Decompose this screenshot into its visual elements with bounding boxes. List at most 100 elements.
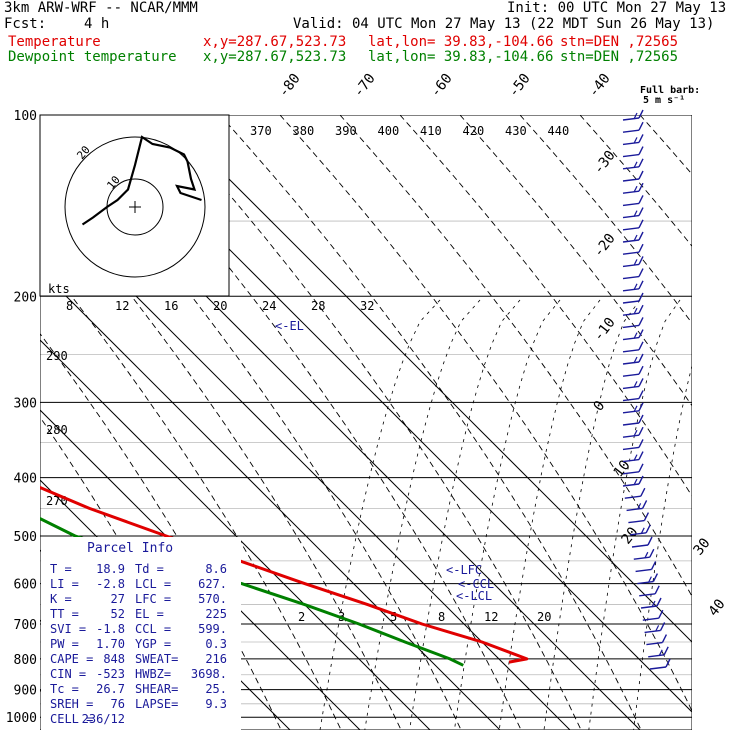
temperature-station: stn=DEN ,72565 (560, 34, 679, 50)
parcel-info-value: 27 (111, 592, 125, 606)
wind-barb-flag (633, 356, 638, 364)
hodograph-tick-label: 8 (66, 299, 73, 313)
moist-adiabat-line (588, 299, 681, 730)
wind-barb-flag (638, 439, 644, 448)
wind-barb-flag (640, 527, 645, 535)
wind-barb-flag (665, 658, 671, 668)
wind-barb (622, 304, 644, 316)
parcel-info-value: 3698. (191, 667, 227, 681)
wind-barb-staff (622, 458, 640, 463)
wind-barb (622, 146, 644, 158)
pressure-tick-label: 200 (14, 290, 37, 305)
wind-barb-staff (622, 166, 640, 170)
wind-barb-staff (622, 471, 640, 475)
forecast-label: Fcst: (4, 16, 47, 32)
wind-barb (633, 548, 655, 560)
wind-barb (622, 280, 644, 292)
dewpoint-profile (40, 516, 464, 667)
wind-barb (622, 378, 644, 390)
isotherm-label: -20 (591, 231, 619, 261)
pressure-tick-label: 700 (14, 618, 37, 633)
parcel-info-value: 0.3 (205, 637, 227, 651)
wind-barb-flag (633, 283, 638, 291)
wind-barb-flag (638, 414, 644, 424)
wind-barb-flag (650, 561, 657, 570)
hodograph-tick-label: 24 (262, 299, 276, 313)
temperature-latlon: lat,lon= 39.83,-104.66 (368, 34, 554, 50)
mixing-ratio-label: 2 (298, 610, 305, 624)
parcel-level-annotation: <-LFC (446, 563, 482, 577)
wind-barb-flag (638, 170, 644, 180)
parcel-info-value: Td = (135, 562, 164, 576)
hodograph-units-label: kts (48, 282, 70, 296)
wind-barb-staff (622, 263, 640, 268)
hodograph-outer-ring (64, 136, 206, 278)
wind-barb-flag (633, 137, 638, 144)
dry-adiabat-line (159, 115, 582, 730)
wind-barb (646, 634, 668, 646)
wind-barb-staff (622, 385, 640, 390)
wind-barb-staff (649, 666, 667, 670)
moist-adiabat-line (364, 299, 481, 730)
wind-barb-flag (638, 243, 644, 253)
dry-adiabat-line (519, 115, 692, 324)
isotherm-label: -30 (591, 148, 619, 178)
wind-barb (630, 524, 651, 536)
wind-barb-flag (638, 341, 644, 351)
isotherm-label: 0 (591, 398, 609, 414)
isotherm-label: -10 (591, 315, 619, 345)
parcel-info-value: 848 (103, 652, 125, 666)
wind-barb-flag (655, 625, 660, 632)
wind-barb-staff (622, 422, 640, 426)
wind-barb-flag (633, 454, 638, 461)
pressure-tick-label: 900 (14, 684, 37, 699)
wind-barb-flag (643, 512, 650, 521)
wind-barb-staff (642, 617, 659, 621)
isotherm-label: -40 (586, 71, 614, 101)
wind-barb-staff (622, 153, 640, 158)
valid-time: Valid: 04 UTC Mon 27 May 13 (22 MDT Sun … (293, 16, 715, 32)
dry-adiabat-line (399, 115, 692, 497)
wind-barb (626, 500, 648, 512)
wind-barb-flag (638, 426, 644, 436)
wind-barb-staff (622, 214, 640, 219)
wind-barb-flag (638, 390, 644, 399)
isotherm-label: -50 (506, 71, 534, 101)
isotherm-label: 30 (691, 535, 714, 558)
wind-barb (622, 390, 644, 402)
parcel-info-value: 18.9 (96, 562, 125, 576)
parcel-info-value: 627. (198, 577, 227, 591)
wind-barb-staff (646, 641, 663, 646)
wind-barb-flag (638, 256, 644, 265)
model-title: 3km ARW-WRF -- NCAR/MMM (4, 0, 198, 16)
parcel-info-value: 52 (111, 607, 125, 621)
wind-barb (624, 487, 646, 499)
wind-barb-staff (622, 373, 640, 377)
wind-barb-flag (654, 585, 660, 595)
wind-barb-staff (633, 556, 650, 560)
wind-barb-flag (645, 524, 651, 534)
wind-barb-flag (638, 329, 644, 338)
wind-barb (622, 451, 644, 463)
wind-barb-staff (622, 300, 640, 304)
dewpoint-latlon: lat,lon= 39.83,-104.66 (368, 49, 554, 65)
parcel-level-annotation: <-EL (275, 319, 304, 333)
wind-barb (622, 268, 644, 280)
wind-barb (622, 207, 644, 219)
wind-barb-flag (647, 536, 653, 546)
wind-barb-flag (638, 304, 644, 314)
wind-barb-staff (622, 336, 640, 341)
wind-barb-flag (644, 551, 649, 559)
wind-barb-flag (638, 268, 644, 277)
wind-barb-staff (622, 190, 640, 194)
wind-barb-staff (622, 446, 640, 451)
wind-barb (622, 414, 644, 426)
parcel-info-value: -2.8 (96, 577, 125, 591)
wind-barb-flag (656, 597, 662, 607)
wind-barb-flag (638, 146, 644, 155)
wind-barb-staff (622, 312, 640, 316)
dry-adiabat-line (219, 115, 642, 730)
wind-barb-staff (631, 544, 649, 548)
parcel-info-value: 1.70 (96, 637, 125, 651)
wind-barb-staff (622, 275, 640, 280)
